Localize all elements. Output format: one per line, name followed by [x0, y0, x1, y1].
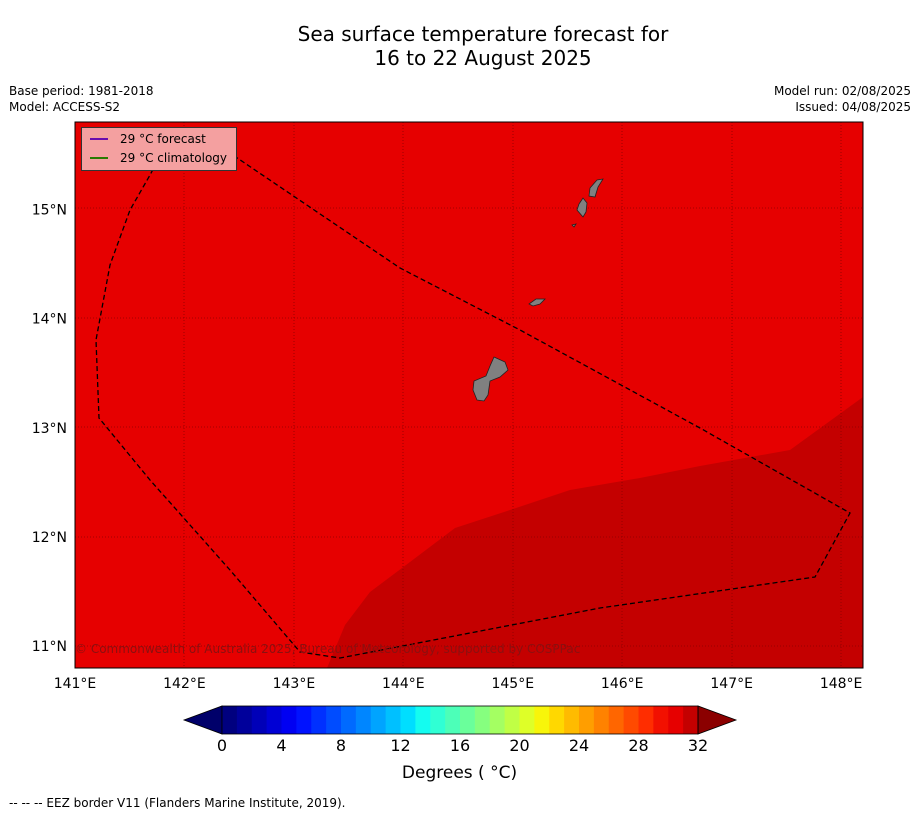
y-tick-label: 11°N: [32, 639, 67, 655]
colorbar-swatch: [222, 706, 238, 734]
colorbar-tick-label: 16: [450, 736, 470, 755]
x-tick-label: 142°E: [163, 676, 206, 692]
title-line-1: Sea surface temperature forecast for: [297, 22, 669, 46]
rota-island: [528, 298, 546, 307]
y-axis-ticks: 15°N 14°N 13°N 12°N 11°N: [32, 202, 67, 655]
legend-climatology: 29 °C climatology: [90, 150, 227, 166]
x-tick-label: 144°E: [382, 676, 425, 692]
colorbar-swatch: [579, 706, 595, 734]
base-period-text: Base period: 1981-2018: [9, 84, 154, 98]
colorbar: [182, 705, 738, 735]
x-tick-label: 146°E: [601, 676, 644, 692]
colorbar-swatch: [460, 706, 476, 734]
sst-field: [75, 122, 863, 668]
colorbar-swatch: [549, 706, 565, 734]
graticule: [75, 122, 863, 668]
x-axis-ticks: 141°E 142°E 143°E 144°E 145°E 146°E 147°E 148°E: [54, 676, 863, 692]
colorbar-swatch: [653, 706, 669, 734]
colorbar-swatch: [683, 706, 699, 734]
map-frame: [74, 121, 864, 669]
colorbar-ticks: 0 4 8 12 16 20 24 28 32: [217, 736, 708, 755]
colorbar-max-extension: [697, 705, 738, 735]
colorbar-swatch: [474, 706, 491, 734]
colorbar-swatch: [445, 706, 461, 734]
colorbar-swatch: [519, 706, 535, 734]
colorbar-swatch: [668, 706, 684, 734]
aguijan-island: [571, 223, 577, 228]
y-tick-label: 12°N: [32, 530, 67, 546]
copyright-watermark: © Commonwealth of Australia 2025, Bureau…: [75, 642, 580, 656]
colorbar-tick-label: 24: [569, 736, 589, 755]
colorbar-tick-label: 0: [217, 736, 227, 755]
x-tick-label: 147°E: [710, 676, 753, 692]
colorbar-swatch: [311, 706, 327, 734]
legend-climatology-label: 29 °C climatology: [120, 151, 228, 165]
model-text: Model: ACCESS-S2: [9, 100, 121, 114]
colorbar-swatch: [266, 706, 282, 734]
colorbar-tick-label: 8: [336, 736, 346, 755]
colorbar-swatch: [608, 706, 625, 734]
colorbar-frame: [221, 705, 699, 735]
colorbar-tick-label: 4: [276, 736, 286, 755]
colorbar-swatch: [296, 706, 312, 734]
colorbar-swatch: [355, 706, 372, 734]
colorbar-tick-label: 12: [390, 736, 410, 755]
title-line-2: 16 to 22 August 2025: [374, 46, 592, 70]
colorbar-swatch: [236, 706, 253, 734]
colorbar-swatch: [281, 706, 297, 734]
y-tick-label: 13°N: [32, 421, 67, 437]
map-title: Sea surface temperature forecast for 16 …: [0, 22, 919, 70]
colorbar-swatch: [251, 706, 268, 734]
colorbar-swatch: [341, 706, 357, 734]
colorbar-swatch: [564, 706, 580, 734]
colorbar-swatch: [370, 706, 387, 734]
forecast-line-swatch: [90, 138, 108, 140]
islands: [472, 178, 604, 402]
colorbar-tick-label: 32: [688, 736, 708, 755]
colorbar-swatch: [400, 706, 416, 734]
tinian-island: [576, 197, 588, 218]
legend-forecast-label: 29 °C forecast: [120, 132, 206, 146]
x-tick-label: 141°E: [54, 676, 97, 692]
eez-border: [95, 144, 851, 659]
guam-island: [472, 356, 509, 402]
climatology-line-swatch: [90, 157, 108, 159]
colorbar-swatch: [430, 706, 446, 734]
map-legend: 29 °C forecast 29 °C climatology: [81, 127, 237, 171]
meta-left: Base period: 1981-2018 Model: ACCESS-S2: [9, 83, 154, 115]
colorbar-min-extension: [182, 705, 223, 735]
colorbar-tick-label: 20: [509, 736, 529, 755]
colorbar-swatch: [638, 706, 654, 734]
issued-text: Issued: 04/08/2025: [795, 100, 911, 114]
colorbar-swatch: [415, 706, 431, 734]
colorbar-swatch: [504, 706, 520, 734]
colorbar-units: Degrees ( °C): [401, 763, 518, 783]
colorbar-swatch: [326, 706, 342, 734]
y-tick-label: 14°N: [32, 312, 67, 328]
model-run-text: Model run: 02/08/2025: [773, 84, 911, 98]
x-tick-label: 143°E: [273, 676, 316, 692]
colorbar-swatch: [385, 706, 401, 734]
colorbar-tick-label: 28: [628, 736, 648, 755]
eez-footnote: -- -- -- EEZ border V11 (Flanders Marine…: [9, 796, 346, 810]
meta-right: Model run: 02/08/2025 Issued: 04/08/2025: [774, 83, 911, 115]
colorbar-swatch: [534, 706, 550, 734]
sst-region-warmer: [327, 397, 863, 668]
x-tick-label: 145°E: [491, 676, 534, 692]
colorbar-swatch: [489, 706, 506, 734]
legend-forecast: 29 °C forecast: [90, 131, 206, 147]
colorbar-swatch: [623, 706, 639, 734]
saipan-island: [588, 178, 604, 198]
x-tick-label: 148°E: [820, 676, 863, 692]
y-tick-label: 15°N: [32, 202, 67, 218]
colorbar-swatch: [593, 706, 610, 734]
